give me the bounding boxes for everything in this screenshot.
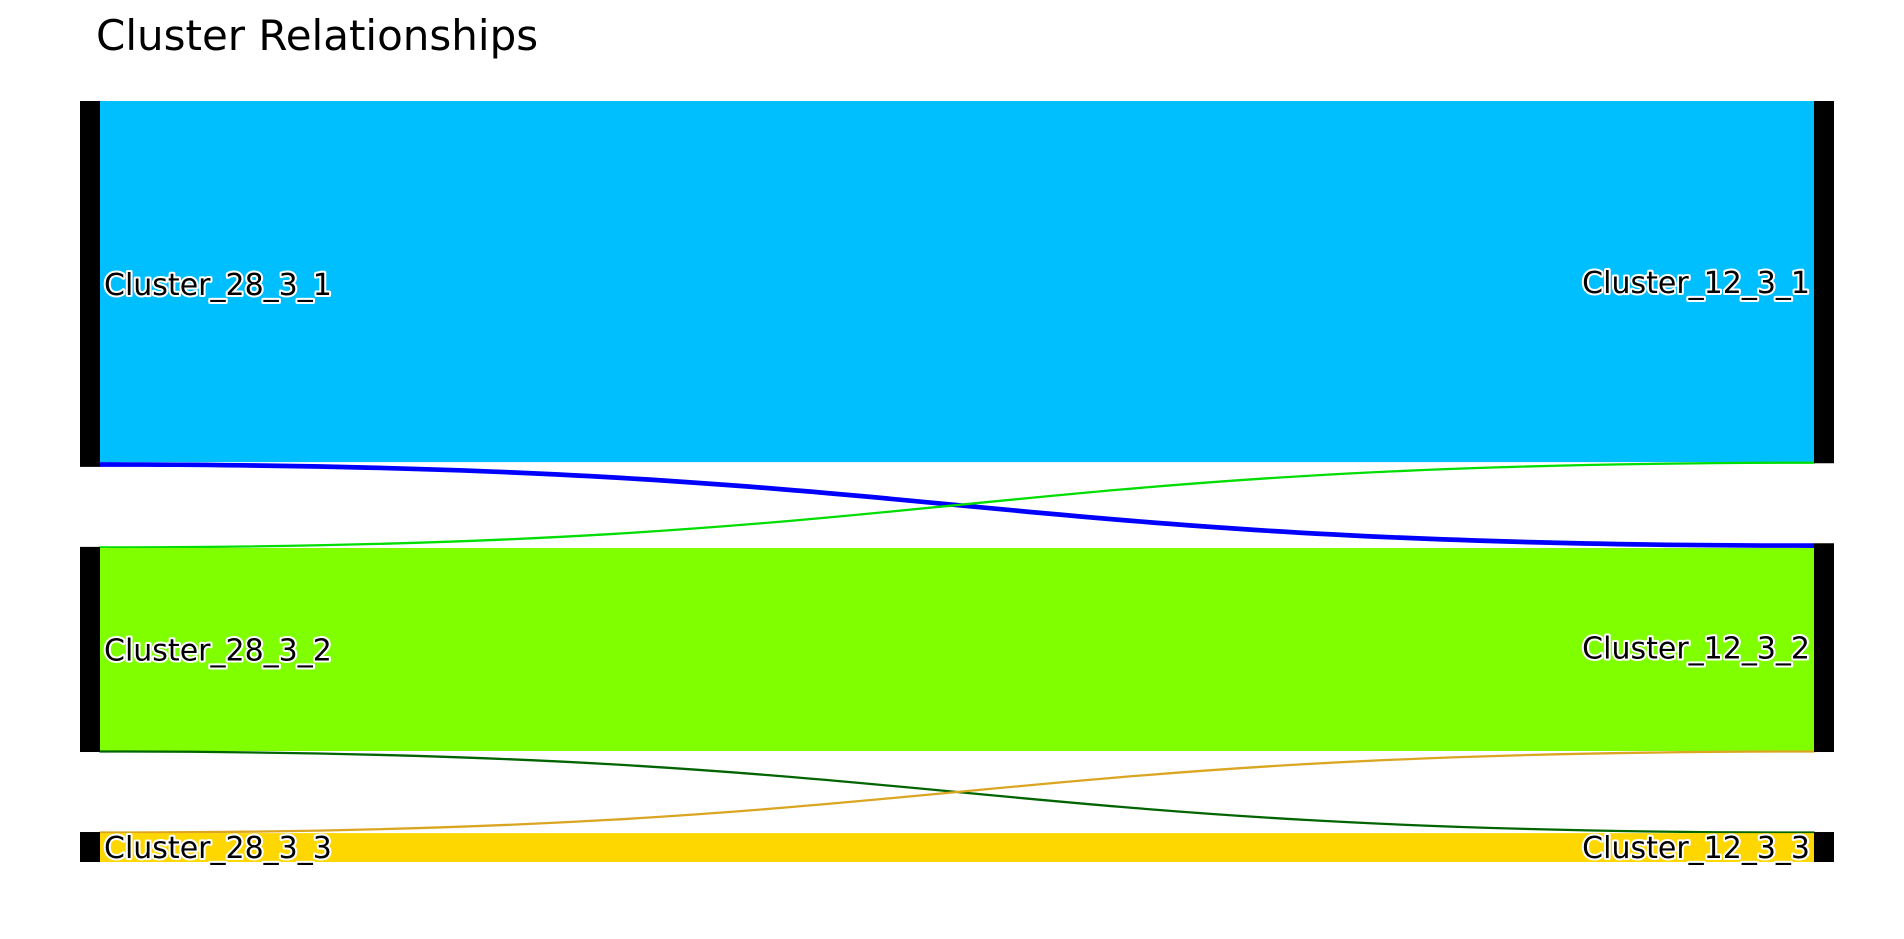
target-node-label: Cluster_12_3_2 (1582, 632, 1810, 667)
target-node-2[interactable] (1814, 543, 1834, 753)
target-node-1[interactable] (1814, 101, 1834, 464)
link-3-to-2 (99, 750, 1815, 834)
link-1-to-1 (100, 101, 1814, 463)
source-node-2[interactable] (80, 546, 100, 753)
source-node-1[interactable] (80, 101, 100, 467)
source-node-3[interactable] (80, 832, 100, 862)
target-node-label: Cluster_12_3_1 (1582, 266, 1810, 301)
chart-title: Cluster Relationships (96, 11, 538, 60)
nodes-group (80, 101, 1834, 862)
source-node-label: Cluster_28_3_1 (104, 268, 332, 303)
link-2-to-2 (100, 547, 1814, 751)
target-node-3[interactable] (1814, 832, 1834, 862)
source-node-label: Cluster_28_3_3 (104, 831, 332, 866)
link-3-to-3 (100, 833, 1814, 862)
source-node-label: Cluster_28_3_2 (104, 633, 332, 668)
target-node-label: Cluster_12_3_3 (1582, 831, 1810, 866)
link-2-to-1 (99, 461, 1815, 549)
labels-group: Cluster_28_3_1 Cluster_28_3_2 Cluster_28_3… (102, 264, 1812, 868)
links-group (99, 101, 1815, 862)
